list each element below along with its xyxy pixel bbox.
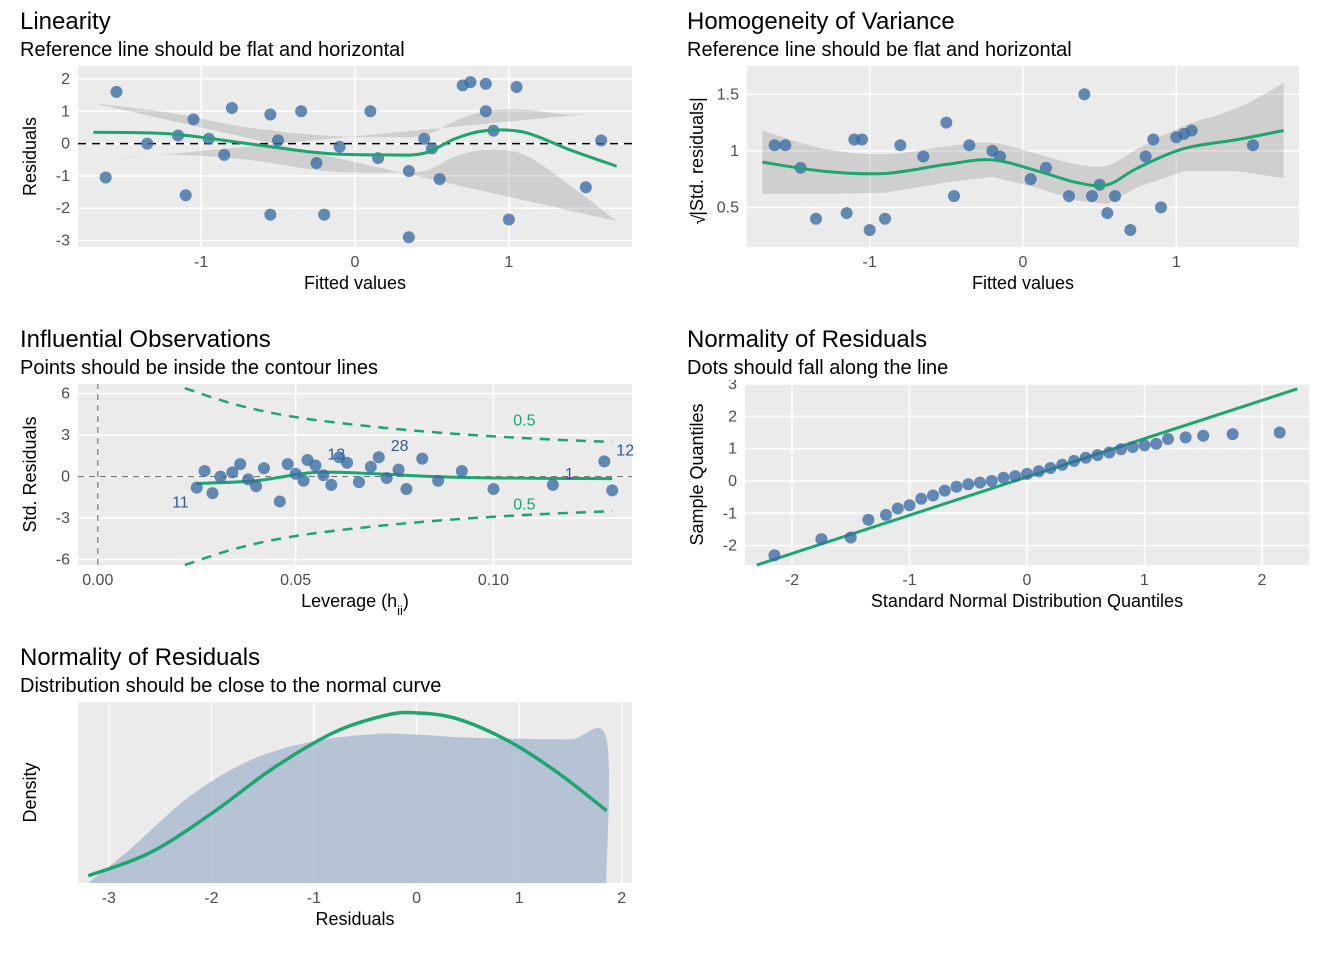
svg-text:0: 0 [1023, 572, 1032, 589]
svg-text:0: 0 [61, 135, 70, 152]
qq-chart: -2 -1 0 1 2 -2 -1 0 1 2 3 Standard Normal Distribut… [687, 380, 1317, 615]
svg-text:-2: -2 [785, 572, 799, 589]
density-title: Normality of Residuals [20, 644, 657, 673]
svg-text:11: 11 [172, 494, 189, 511]
diagnostic-plot-grid: Linearity Reference line should be flat … [0, 0, 1344, 960]
svg-text:0.05: 0.05 [280, 572, 311, 589]
svg-text:Fitted values: Fitted values [304, 273, 406, 293]
qq-panel: Normality of Residuals Dots should fall … [687, 326, 1324, 634]
svg-text:6: 6 [61, 385, 70, 402]
homogeneity-chart: -1 0 1 0.5 1 1.5 Fitted values |Std. residuals|… [687, 62, 1307, 297]
svg-text:12: 12 [616, 442, 634, 459]
svg-text:-1: -1 [56, 168, 70, 185]
svg-text:-1: -1 [194, 254, 208, 271]
linearity-chart: -1 0 1 -3 -2 -1 0 1 2 Fitted values Residuals [20, 62, 640, 297]
svg-text:-1: -1 [307, 890, 321, 907]
svg-text:1: 1 [504, 254, 513, 271]
svg-text:2: 2 [728, 408, 737, 425]
density-subtitle: Distribution should be close to the norm… [20, 675, 657, 698]
svg-text:0.10: 0.10 [478, 572, 509, 589]
svg-text:-1: -1 [723, 505, 737, 522]
svg-text:Std. Residuals: Std. Residuals [20, 416, 40, 532]
homogeneity-title: Homogeneity of Variance [687, 8, 1324, 37]
svg-text:1: 1 [728, 440, 737, 457]
svg-text:0: 0 [1019, 254, 1028, 271]
svg-text:-3: -3 [56, 510, 70, 527]
svg-text:-2: -2 [204, 890, 218, 907]
svg-text:Standard Normal Distribution Q: Standard Normal Distribution Quantiles [871, 591, 1183, 611]
empty-panel [687, 644, 1324, 952]
svg-text:0: 0 [351, 254, 360, 271]
svg-text:Leverage (hii): Leverage (hii) [301, 591, 409, 615]
svg-text:-2: -2 [56, 200, 70, 217]
svg-text:-2: -2 [723, 537, 737, 554]
svg-text:0: 0 [61, 468, 70, 485]
svg-text:0.5: 0.5 [513, 412, 535, 429]
svg-text:-1: -1 [902, 572, 916, 589]
svg-text:0.5: 0.5 [513, 497, 535, 514]
svg-text:1: 1 [515, 890, 524, 907]
svg-text:1: 1 [730, 143, 739, 160]
svg-text:1: 1 [565, 466, 574, 483]
homogeneity-panel: Homogeneity of Variance Reference line s… [687, 8, 1324, 316]
svg-text:28: 28 [391, 438, 409, 455]
linearity-panel: Linearity Reference line should be flat … [20, 8, 657, 316]
qq-title: Normality of Residuals [687, 326, 1324, 355]
svg-text:Sample Quantiles: Sample Quantiles [687, 403, 707, 545]
svg-text:1: 1 [61, 103, 70, 120]
svg-text:1.5: 1.5 [717, 86, 739, 103]
svg-text:0.00: 0.00 [82, 572, 113, 589]
qq-subtitle: Dots should fall along the line [687, 357, 1324, 380]
density-chart: -3 -2 -1 0 1 2 Residuals Density [20, 698, 640, 933]
svg-text:Residuals: Residuals [315, 909, 394, 929]
svg-text:1: 1 [1172, 254, 1181, 271]
svg-text:-1: -1 [863, 254, 877, 271]
svg-text:1: 1 [1140, 572, 1149, 589]
svg-text:2: 2 [1258, 572, 1267, 589]
influential-title: Influential Observations [20, 326, 657, 355]
svg-text:-3: -3 [56, 232, 70, 249]
influential-subtitle: Points should be inside the contour line… [20, 357, 657, 380]
svg-text:|Std. residuals|: |Std. residuals| [687, 97, 707, 215]
density-panel: Normality of Residuals Distribution shou… [20, 644, 657, 952]
influential-panel: Influential Observations Points should b… [20, 326, 657, 634]
influential-chart: 0.00 0.05 0.10 -6 -3 0 3 6 Std. Residuals Leverag… [20, 380, 640, 615]
svg-text:3: 3 [61, 427, 70, 444]
homogeneity-subtitle: Reference line should be flat and horizo… [687, 39, 1324, 62]
svg-text:0: 0 [728, 473, 737, 490]
svg-text:Fitted values: Fitted values [972, 273, 1074, 293]
svg-text:-6: -6 [56, 551, 70, 568]
svg-text:Density: Density [20, 762, 40, 822]
svg-text:0: 0 [412, 890, 421, 907]
svg-text:3: 3 [728, 380, 737, 393]
svg-text:Residuals: Residuals [20, 117, 40, 196]
linearity-subtitle: Reference line should be flat and horizo… [20, 39, 657, 62]
svg-text:√: √ [689, 214, 709, 224]
svg-text:2: 2 [61, 71, 70, 88]
svg-text:2: 2 [617, 890, 626, 907]
linearity-title: Linearity [20, 8, 657, 37]
svg-text:0.5: 0.5 [717, 199, 739, 216]
svg-text:-3: -3 [102, 890, 116, 907]
